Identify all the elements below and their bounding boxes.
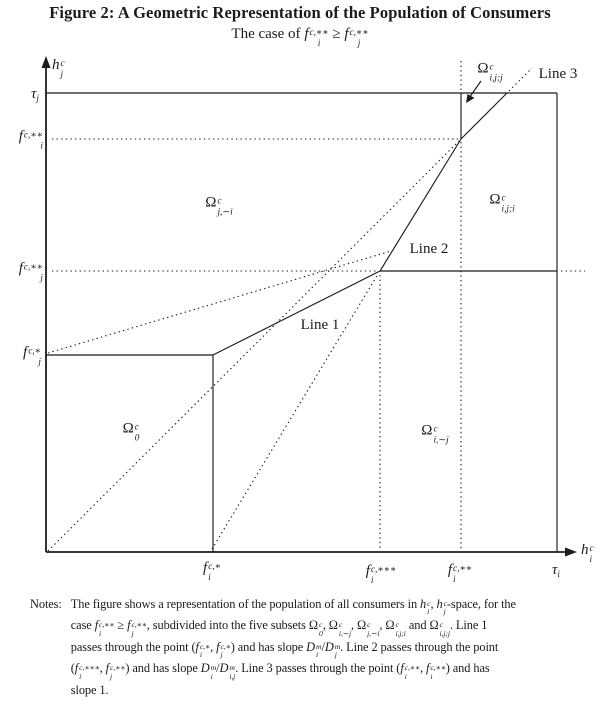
figure-notes: Notes: The figure shows a representation… [30, 595, 595, 701]
notes-line: slope 1. [70, 682, 109, 697]
line-2-solid [379, 138, 462, 272]
line-3-dotted-upper-extension [508, 67, 533, 92]
label-line-1: Line 1 [300, 316, 340, 333]
label-line-3: Line 3 [538, 65, 578, 82]
line-1-dotted-extension [47, 250, 392, 354]
y-axis-arrowhead [41, 56, 51, 68]
line-1-solid [212, 270, 381, 356]
notes-line: passes through the point (f c,∗ i, f c,∗ j) … [70, 639, 499, 660]
notes-line: case f c,∗∗ i ≥ f c,∗∗ j, subdivided into th… [70, 618, 488, 638]
tick-fi-tripstar-x: f c,∗∗∗ i [365, 563, 397, 586]
line-2-dotted-extension [211, 273, 379, 550]
notes-line: The figure shows a representation of the… [70, 597, 516, 617]
tick-fi-starstar-x: f c,∗∗ i [447, 562, 473, 585]
tick-fi-starstar-y: f c,∗∗ i [18, 128, 43, 152]
omega-ijj-pointer-line [468, 80, 482, 99]
figure-title: Figure 2: A Geometric Representation of … [49, 3, 551, 22]
omega-ijj-arrowhead [466, 94, 475, 103]
notes-text: The figure shows a representation of the… [71, 595, 595, 701]
tick-fj-starstar-y: f c,∗∗ j [18, 260, 43, 284]
label-line-2: Line 2 [409, 240, 449, 257]
figure-subtitle: The case of f c,∗∗ i ≥ f c,∗∗ j [231, 26, 369, 49]
line-3-dotted-lower-extension [47, 140, 460, 552]
tick-fj-star-y: f c,∗ j [23, 344, 41, 368]
x-axis-arrowhead [565, 547, 577, 557]
tick-fi-star-x: f c,∗ i [203, 560, 221, 583]
line-3-solid [460, 92, 508, 140]
tick-tau-j: τj [31, 85, 39, 104]
tick-tau-i: τi [552, 562, 560, 580]
notes-label: Notes: [30, 597, 62, 611]
